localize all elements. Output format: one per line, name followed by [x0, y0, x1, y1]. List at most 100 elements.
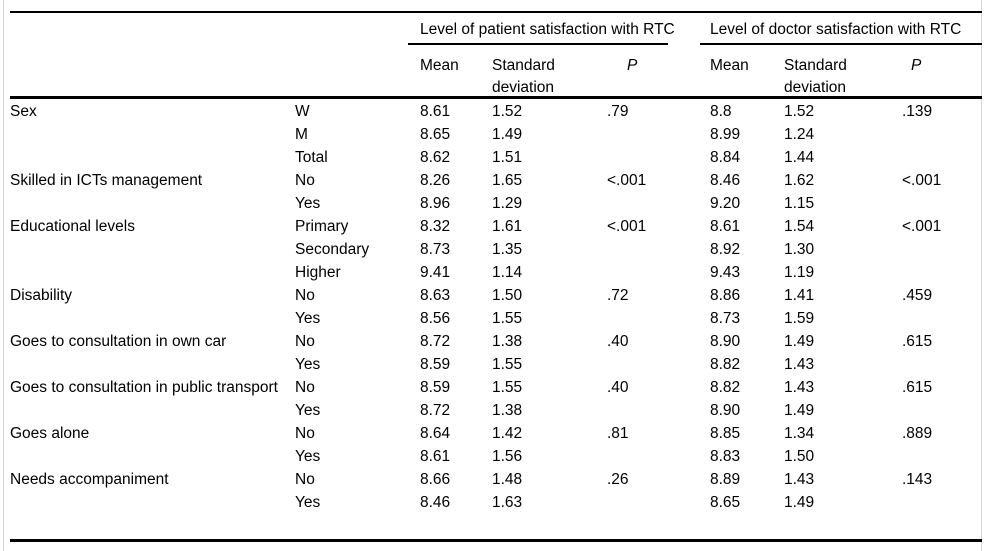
level-cell: Higher [295, 264, 341, 281]
patient-p-cell [607, 261, 710, 284]
table-row: Needs accompaniment No 8.66 1.48 .26 8.8… [10, 468, 982, 491]
doctor-mean-cell: 8.73 [710, 310, 741, 327]
patient-p-cell: .81 [607, 425, 629, 442]
doctor-sd-cell: 1.30 [784, 241, 815, 258]
patient-p-cell [607, 192, 710, 215]
patient-mean-cell: 8.63 [420, 287, 451, 304]
patient-mean-cell: 9.41 [420, 264, 451, 281]
category-cell [10, 399, 295, 422]
patient-p-cell: .40 [607, 379, 629, 396]
doctor-mean-cell: 8.46 [710, 172, 741, 189]
level-cell: Total [295, 149, 328, 166]
patient-mean-cell: 8.46 [420, 494, 451, 511]
doctor-sd-cell: 1.62 [784, 172, 815, 189]
doctor-sd-cell: 1.41 [784, 287, 815, 304]
patient-sd-header: Standard deviation [492, 57, 555, 96]
patient-mean-cell: 8.72 [420, 402, 451, 419]
patient-mean-cell: 8.73 [420, 241, 451, 258]
category-cell: Educational levels [10, 218, 135, 235]
doctor-p-cell: .615 [902, 379, 933, 396]
patient-sd-cell: 1.35 [492, 241, 523, 258]
patient-p-cell [607, 146, 710, 169]
patient-sd-cell: 1.38 [492, 333, 523, 350]
patient-sd-cell: 1.55 [492, 379, 523, 396]
patient-sd-cell: 1.38 [492, 402, 523, 419]
doctor-sd-cell: 1.59 [784, 310, 815, 327]
doctor-p-cell: .143 [902, 471, 933, 488]
level-cell: No [295, 172, 315, 189]
category-cell [10, 146, 295, 169]
doctor-mean-header: Mean [710, 57, 749, 74]
doctor-sd-cell: 1.49 [784, 333, 815, 350]
category-cell [10, 445, 295, 468]
patient-p-cell [607, 491, 710, 514]
doctor-p-cell: .615 [902, 333, 933, 350]
patient-sd-cell: 1.49 [492, 126, 523, 143]
doctor-mean-cell: 8.85 [710, 425, 741, 442]
doctor-sd-cell: 1.49 [784, 402, 815, 419]
table-row: Skilled in ICTs management No 8.26 1.65 … [10, 169, 982, 192]
table-row: Goes to consultation in own car No 8.72 … [10, 330, 982, 353]
patient-sd-cell: 1.55 [492, 356, 523, 373]
patient-mean-cell: 8.61 [420, 103, 451, 120]
level-cell: Yes [295, 448, 321, 465]
doctor-mean-cell: 8.84 [710, 149, 741, 166]
table-row: Yes 8.59 1.55 8.82 1.43 [10, 353, 982, 376]
patient-sd-cell: 1.42 [492, 425, 523, 442]
category-cell: Goes alone [10, 425, 90, 442]
doctor-p-cell [902, 192, 982, 215]
doctor-p-cell: <.001 [902, 172, 942, 189]
doctor-group-header: Level of doctor satisfaction with RTC [710, 21, 962, 38]
doctor-mean-cell: 8.8 [710, 103, 732, 120]
patient-mean-cell: 8.65 [420, 126, 451, 143]
patient-p-cell [607, 307, 710, 330]
patient-sd-cell: 1.14 [492, 264, 523, 281]
patient-p-cell: .72 [607, 287, 629, 304]
doctor-mean-cell: 8.99 [710, 126, 741, 143]
category-cell: Disability [10, 287, 73, 304]
doctor-mean-cell: 8.82 [710, 356, 741, 373]
category-cell: Goes to consultation in own car [10, 333, 227, 350]
category-cell [10, 238, 295, 261]
table-row: Secondary 8.73 1.35 8.92 1.30 [10, 238, 982, 261]
doctor-mean-cell: 9.20 [710, 195, 741, 212]
table-row: Educational levels Primary 8.32 1.61 <.0… [10, 215, 982, 238]
doctor-mean-cell: 8.92 [710, 241, 741, 258]
doctor-mean-cell: 8.90 [710, 402, 741, 419]
table-row: Yes 8.72 1.38 8.90 1.49 [10, 399, 982, 422]
level-cell: No [295, 287, 315, 304]
doctor-p-cell [902, 399, 982, 422]
level-cell: No [295, 379, 315, 396]
level-cell: Yes [295, 356, 321, 373]
doctor-mean-cell: 8.82 [710, 379, 741, 396]
patient-p-cell [607, 238, 710, 261]
patient-p-header: P [627, 57, 638, 74]
patient-sd-cell: 1.55 [492, 310, 523, 327]
table-row: Disability No 8.63 1.50 .72 8.86 1.41 .4… [10, 284, 982, 307]
doctor-sd-cell: 1.19 [784, 264, 815, 281]
category-cell [10, 491, 295, 514]
table-row: Goes to consultation in public transport… [10, 376, 982, 399]
level-cell: Primary [295, 218, 349, 235]
patient-sd-cell: 1.51 [492, 149, 523, 166]
doctor-mean-cell: 8.90 [710, 333, 741, 350]
doctor-sd-cell: 1.54 [784, 218, 815, 235]
doctor-sd-header: Standard deviation [784, 57, 847, 96]
patient-p-cell [607, 445, 710, 468]
level-cell: W [295, 103, 310, 120]
table-row: Total 8.62 1.51 8.84 1.44 [10, 146, 982, 169]
category-cell [10, 353, 295, 376]
patient-mean-cell: 8.66 [420, 471, 451, 488]
doctor-p-cell: <.001 [902, 218, 942, 235]
doctor-p-cell: .459 [902, 287, 933, 304]
level-cell: M [295, 126, 308, 143]
patient-sd-cell: 1.61 [492, 218, 523, 235]
doctor-sd-cell: 1.34 [784, 425, 815, 442]
header-bottom-rule [10, 96, 982, 99]
patient-sd-cell: 1.65 [492, 172, 523, 189]
doctor-mean-cell: 8.83 [710, 448, 741, 465]
patient-mean-cell: 8.64 [420, 425, 451, 442]
level-cell: No [295, 471, 315, 488]
patient-sd-cell: 1.29 [492, 195, 523, 212]
